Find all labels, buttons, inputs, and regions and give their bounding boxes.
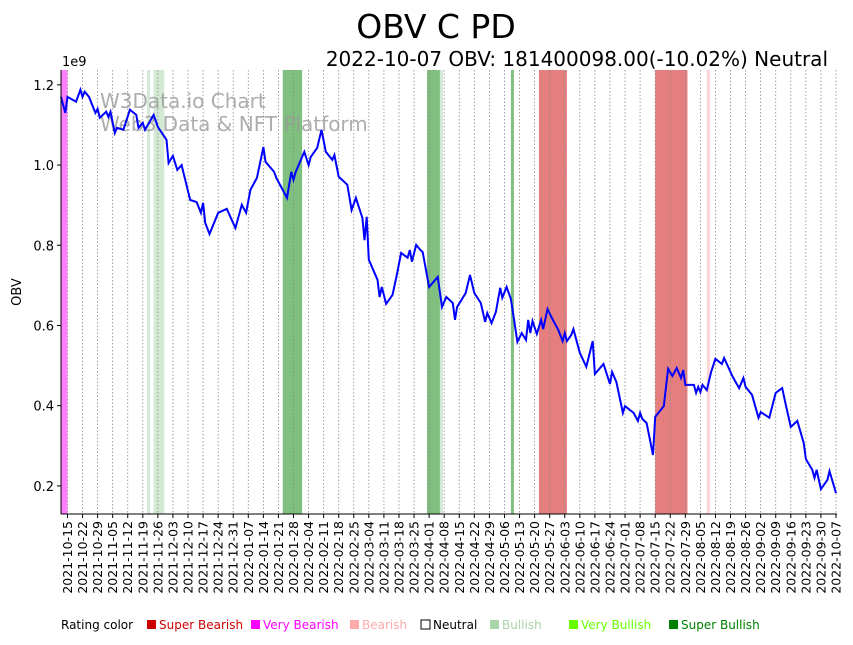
- x-tick-label: 2021-12-17: [196, 521, 211, 594]
- legend-swatch: [147, 620, 156, 629]
- x-tick-label: 2022-01-14: [256, 521, 271, 594]
- legend-title: Rating color: [61, 618, 133, 632]
- x-tick-label: 2022-02-11: [316, 521, 331, 594]
- x-tick-label: 2022-09-23: [798, 521, 813, 594]
- y-tick-label: 1.2: [33, 79, 54, 94]
- legend-item-label: Neutral: [433, 618, 477, 632]
- x-tick-label: 2021-11-05: [105, 521, 120, 594]
- legend-swatch: [251, 620, 260, 629]
- legend-item-label: Very Bullish: [581, 618, 651, 632]
- x-tick-label: 2021-12-10: [181, 521, 196, 594]
- x-tick-label: 2022-04-08: [437, 521, 452, 594]
- watermark: W3Data.io Chart Web3 Data & NFT Platform: [100, 89, 368, 136]
- x-tick-label: 2022-03-18: [391, 521, 406, 594]
- grid-lines: [67, 70, 837, 514]
- rating-band-super-bearish: [538, 70, 567, 514]
- legend-item-label: Very Bearish: [263, 618, 339, 632]
- x-tick-label: 2022-08-05: [693, 521, 708, 594]
- x-tick-label: 2022-02-25: [346, 521, 361, 594]
- y-axis-label: OBV: [10, 278, 25, 306]
- rating-band-super-bullish: [426, 70, 440, 514]
- obv-series-line: [60, 86, 837, 494]
- x-tick-label: 2022-08-19: [723, 521, 738, 594]
- x-tick-label: 2022-09-16: [783, 521, 798, 594]
- legend-swatch: [420, 619, 431, 630]
- rating-band-bullish: [439, 70, 443, 514]
- rating-bands: [61, 70, 710, 514]
- x-tick-label: 2021-12-24: [211, 521, 226, 594]
- legend: Rating color Super Bearish Very Bearish Be…: [61, 618, 760, 632]
- x-tick-label: 2022-04-29: [482, 521, 497, 594]
- x-tick-label: 2022-02-18: [331, 521, 346, 594]
- x-tick-label: 2022-06-17: [587, 521, 602, 594]
- x-tick-label: 2022-08-26: [738, 521, 753, 594]
- x-ticks: 2021-10-15 2021-10-22 2021-10-29 2021-11-05…: [60, 514, 844, 594]
- x-tick-label: 2022-10-07: [829, 521, 844, 594]
- x-tick-label: 2022-07-22: [663, 521, 678, 594]
- legend-item-label: Super Bullish: [681, 618, 760, 632]
- y-tick-label: 0.6: [33, 319, 54, 334]
- x-tick-label: 2022-01-28: [286, 521, 301, 594]
- y-tick-label: 0.4: [33, 400, 54, 415]
- x-tick-label: 2022-01-07: [241, 521, 256, 594]
- x-tick-label: 2022-05-06: [497, 521, 512, 594]
- legend-swatch: [350, 620, 359, 629]
- x-tick-label: 2022-04-01: [422, 521, 437, 594]
- x-tick-label: 2022-09-30: [813, 521, 828, 594]
- rating-band-bullish: [147, 70, 151, 514]
- x-tick-label: 2022-03-11: [376, 521, 391, 594]
- x-tick-label: 2022-05-27: [542, 521, 557, 594]
- x-tick-label: 2022-07-29: [678, 521, 693, 594]
- rating-band-very-bearish: [61, 70, 68, 514]
- x-tick-label: 2021-11-12: [120, 521, 135, 594]
- legend-swatch: [569, 620, 578, 629]
- y-tick-label: 0.2: [33, 480, 54, 495]
- y-tick-label: 1.0: [33, 159, 54, 174]
- x-tick-label: 2022-07-08: [633, 521, 648, 594]
- chart-subtitle: 2022-10-07 OBV: 181400098.00(-10.02%) Ne…: [326, 47, 828, 71]
- x-tick-label: 2022-04-15: [452, 521, 467, 594]
- rating-band-bearish: [706, 70, 710, 514]
- x-tick-label: 2021-11-26: [150, 521, 165, 594]
- x-tick-label: 2021-12-31: [226, 521, 241, 594]
- x-tick-label: 2021-10-22: [75, 521, 90, 594]
- x-tick-label: 2022-02-04: [301, 521, 316, 594]
- rating-band-bullish: [153, 70, 165, 514]
- x-tick-label: 2022-06-10: [572, 521, 587, 594]
- x-tick-label: 2021-11-19: [135, 521, 150, 594]
- legend-item-label: Bullish: [502, 618, 542, 632]
- watermark-line-1: W3Data.io Chart: [100, 89, 266, 113]
- watermark-line-2: Web3 Data & NFT Platform: [100, 112, 368, 136]
- x-tick-label: 2022-07-01: [618, 521, 633, 594]
- rating-band-super-bullish: [282, 70, 303, 514]
- x-tick-label: 2021-10-29: [90, 521, 105, 594]
- y-tick-label: 0.8: [33, 239, 54, 254]
- chart-title: OBV C PD: [356, 7, 516, 46]
- x-tick-label: 2022-05-20: [527, 521, 542, 594]
- x-tick-label: 2022-03-25: [407, 521, 422, 594]
- x-tick-label: 2021-10-15: [60, 521, 75, 594]
- legend-swatch: [669, 620, 678, 629]
- x-tick-label: 2022-01-21: [271, 521, 286, 594]
- x-tick-label: 2021-12-03: [165, 521, 180, 594]
- x-tick-label: 2022-09-09: [768, 521, 783, 594]
- rating-band-super-bullish: [510, 70, 514, 514]
- x-tick-label: 2022-06-24: [602, 521, 617, 594]
- x-tick-label: 2022-03-04: [361, 521, 376, 594]
- x-tick-label: 2022-06-03: [557, 521, 572, 594]
- legend-item-label: Super Bearish: [159, 618, 243, 632]
- x-tick-label: 2022-09-02: [753, 521, 768, 594]
- x-tick-label: 2022-04-22: [467, 521, 482, 594]
- legend-item-label: Bearish: [362, 618, 407, 632]
- y-ticks: 0.2 0.4 0.6 0.8 1.0 1.2: [33, 79, 61, 495]
- rating-band-super-bearish: [655, 70, 688, 514]
- x-tick-label: 2022-07-15: [648, 521, 663, 594]
- x-tick-label: 2022-08-12: [708, 521, 723, 594]
- legend-swatch: [490, 620, 499, 629]
- x-tick-label: 2022-05-13: [512, 521, 527, 594]
- y-scale-label: 1e9: [62, 55, 87, 70]
